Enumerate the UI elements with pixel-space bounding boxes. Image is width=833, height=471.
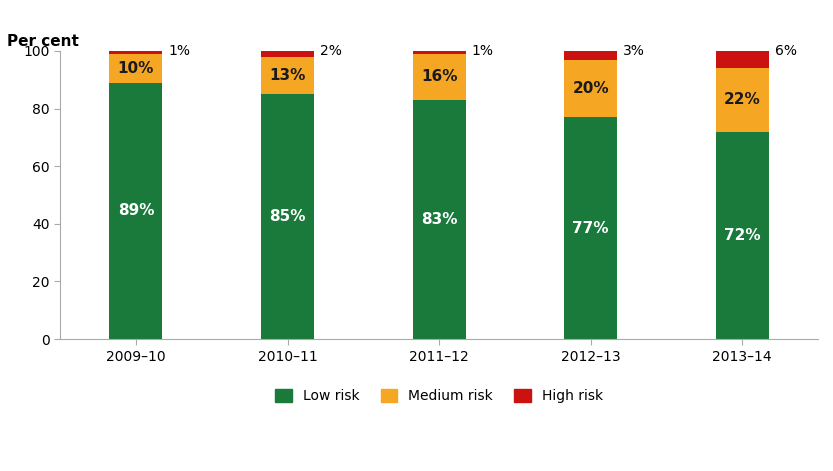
Bar	[109, 82, 162, 339]
Text: 6%: 6%	[775, 44, 797, 58]
Legend: Low risk, Medium risk, High risk: Low risk, Medium risk, High risk	[270, 383, 608, 409]
Bar	[564, 51, 617, 59]
Bar	[412, 51, 466, 54]
Text: 10%: 10%	[117, 61, 154, 76]
Bar	[412, 54, 466, 100]
Text: 1%: 1%	[168, 44, 191, 58]
Bar	[716, 51, 769, 68]
Text: 2%: 2%	[320, 44, 342, 58]
Text: 3%: 3%	[623, 44, 645, 58]
Bar	[564, 117, 617, 339]
Bar	[109, 54, 162, 82]
Text: 72%: 72%	[724, 228, 761, 243]
Bar	[412, 100, 466, 339]
Text: 16%: 16%	[421, 69, 457, 84]
Text: 1%: 1%	[471, 44, 494, 58]
Text: 83%: 83%	[421, 212, 457, 227]
Bar	[716, 131, 769, 339]
Bar	[109, 51, 162, 54]
Text: 13%: 13%	[269, 68, 306, 83]
Bar	[261, 51, 314, 57]
Bar	[261, 94, 314, 339]
Bar	[261, 57, 314, 94]
Text: 85%: 85%	[269, 209, 306, 224]
Text: 89%: 89%	[117, 203, 154, 219]
Text: 77%: 77%	[572, 220, 609, 236]
Text: 22%: 22%	[724, 92, 761, 107]
Text: 20%: 20%	[572, 81, 609, 96]
Text: Per cent: Per cent	[7, 33, 79, 49]
Bar	[716, 68, 769, 131]
Bar	[564, 59, 617, 117]
